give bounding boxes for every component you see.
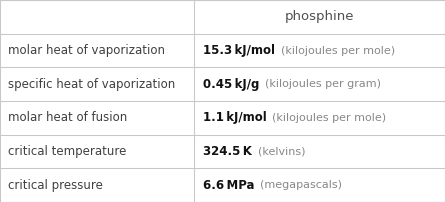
Text: 324.5 K: 324.5 K <box>203 145 252 158</box>
Text: (megapascals): (megapascals) <box>260 180 342 190</box>
Text: 15.3 kJ/mol: 15.3 kJ/mol <box>203 44 275 57</box>
Text: (kilojoules per mole): (kilojoules per mole) <box>281 45 395 56</box>
Text: 1.1 kJ/mol: 1.1 kJ/mol <box>203 111 267 124</box>
Text: molar heat of vaporization: molar heat of vaporization <box>8 44 165 57</box>
Text: 0.45 kJ/g: 0.45 kJ/g <box>203 78 260 91</box>
Text: critical pressure: critical pressure <box>8 179 103 192</box>
Text: (kilojoules per gram): (kilojoules per gram) <box>265 79 381 89</box>
Text: 6.6 MPa: 6.6 MPa <box>203 179 255 192</box>
Text: molar heat of fusion: molar heat of fusion <box>8 111 127 124</box>
Text: (kilojoules per mole): (kilojoules per mole) <box>272 113 387 123</box>
Text: specific heat of vaporization: specific heat of vaporization <box>8 78 175 91</box>
Text: phosphine: phosphine <box>284 10 354 23</box>
Text: critical temperature: critical temperature <box>8 145 126 158</box>
Text: (kelvins): (kelvins) <box>258 146 305 157</box>
